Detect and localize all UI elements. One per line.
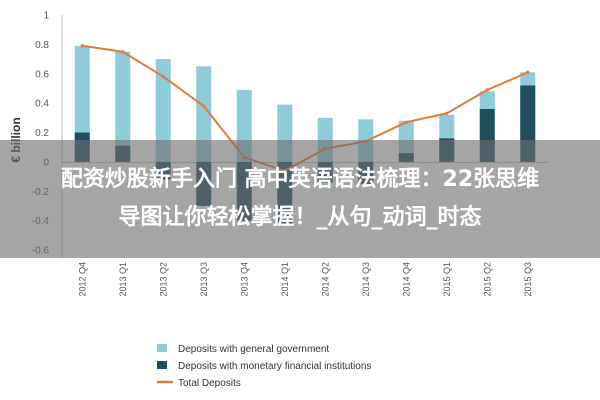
x-tick-label: 2015 Q2 — [482, 262, 492, 297]
x-tick-label: 2015 Q1 — [442, 262, 452, 297]
total-point — [485, 88, 489, 92]
total-point — [161, 75, 165, 79]
x-tick-label: 2012 Q4 — [77, 262, 87, 297]
banner-title-line-2: 导图让你轻松掌握！_从句_动词_时态 — [118, 205, 482, 230]
x-tick-label: 2015 Q3 — [523, 262, 533, 297]
x-tick-labels: 2012 Q4 2013 Q1 2013 Q2 2013 Q3 2013 Q4 2014 … — [77, 262, 533, 297]
total-point — [121, 50, 125, 54]
x-tick-label: 2013 Q4 — [239, 262, 249, 297]
bar-gov — [155, 59, 171, 162]
total-point — [445, 111, 449, 116]
x-tick-label: 2014 Q2 — [320, 262, 330, 297]
y-tick-label: 0.4 — [35, 99, 49, 110]
x-tick-label: 2013 Q1 — [118, 262, 128, 297]
legend: Deposits with general government Deposit… — [157, 344, 371, 389]
y-tick-label: 0.8 — [35, 40, 49, 51]
total-point — [404, 120, 408, 124]
y-tick-label: 0.6 — [35, 69, 49, 80]
overlay-banner[interactable]: 配资炒股新手入门 高中英语语法梳理：22张思维 导图让你轻松掌握！_从句_动词_… — [0, 140, 600, 258]
total-point — [526, 70, 530, 74]
x-tick-label: 2014 Q3 — [361, 262, 371, 297]
total-point — [80, 44, 84, 48]
bar-gov — [196, 66, 212, 162]
legend-swatch-mfi — [157, 361, 167, 369]
total-point — [202, 104, 206, 108]
banner-title-line-1: 配资炒股新手入门 高中英语语法梳理：22张思维 — [60, 167, 540, 192]
x-tick-label: 2013 Q2 — [158, 262, 168, 297]
legend-label-mfi: Deposits with monetary financial institu… — [178, 361, 371, 372]
legend-label-total: Total Deposits — [178, 378, 241, 389]
x-tick-label: 2014 Q1 — [280, 262, 290, 297]
legend-label-gov: Deposits with general government — [178, 344, 329, 355]
x-tick-label: 2014 Q4 — [401, 262, 411, 297]
y-tick-label: 1 — [43, 11, 49, 22]
x-tick-label: 2013 Q3 — [199, 262, 209, 297]
y-tick-label: 0.2 — [35, 128, 49, 139]
bar-gov — [115, 51, 131, 162]
legend-swatch-gov — [157, 344, 167, 352]
